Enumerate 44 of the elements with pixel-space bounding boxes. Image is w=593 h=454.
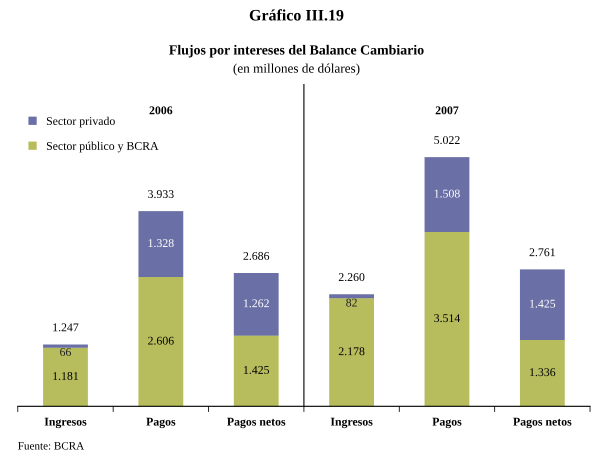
total-label: 1.247 (53, 323, 78, 332)
x-tick-label: Ingresos (44, 418, 86, 428)
bar (424, 157, 470, 232)
data-label: 1.262 (244, 299, 269, 308)
chart-title: Gráfico III.19 (250, 9, 344, 21)
bar (329, 294, 374, 298)
bar (329, 298, 374, 406)
total-label: 2.260 (338, 273, 364, 282)
data-label: 3.514 (434, 314, 460, 322)
data-label: 66 (60, 348, 72, 356)
data-label: 2.606 (148, 336, 174, 345)
total-label: 2.686 (243, 252, 270, 260)
bar (138, 211, 184, 278)
bar (43, 344, 88, 348)
x-tick-label: Pagos netos (513, 418, 572, 428)
bar (234, 273, 279, 336)
text: 2007 (436, 106, 458, 114)
x-tick-label: Pagos (432, 418, 462, 428)
bar (424, 232, 470, 406)
total-label: 3.933 (148, 190, 174, 198)
data-label: 2.178 (338, 347, 364, 356)
x-tick-label: Ingresos (330, 418, 373, 428)
data-label: 1.508 (434, 190, 460, 198)
bar (234, 336, 279, 406)
legend-label: Sector privado (46, 116, 115, 128)
bar (43, 348, 88, 406)
data-label: 82 (346, 298, 357, 307)
chart-subtitle: Flujos por intereses del Balance Cambiario (169, 44, 424, 58)
x-tick-label: Pagos (146, 418, 176, 428)
bar (138, 277, 184, 406)
data-label: 1.336 (530, 368, 556, 376)
total-label: 5.022 (434, 136, 460, 144)
source-note: Fuente: BCRA (18, 442, 84, 450)
bar (520, 269, 565, 340)
legend-label: Sector público y BCRA (46, 142, 159, 152)
text: 2006 (150, 106, 172, 114)
total-label: 2.761 (530, 248, 555, 256)
bar (520, 340, 565, 406)
text: (en millones de dólares) (234, 63, 360, 76)
data-label: 1.181 (53, 372, 78, 380)
data-label: 1.425 (244, 366, 270, 374)
data-label: 1.425 (530, 300, 556, 308)
x-tick-label: Pagos netos (227, 418, 286, 428)
data-label: 1.328 (148, 239, 174, 248)
